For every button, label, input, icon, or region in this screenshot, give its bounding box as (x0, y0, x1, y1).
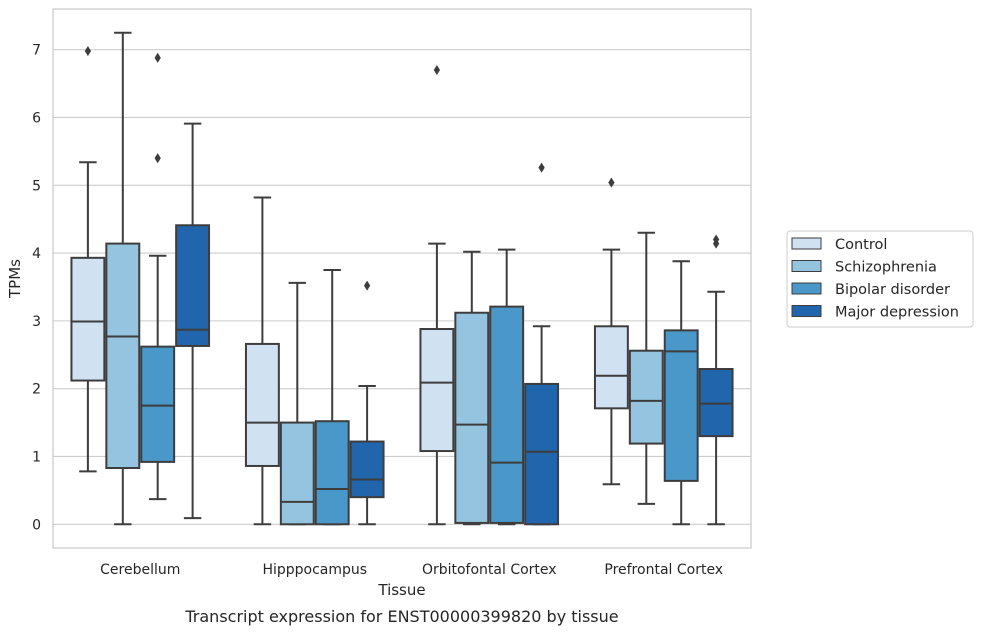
box-body (628, 349, 664, 445)
box-control-cerebellum (70, 45, 106, 473)
box-control-hipppocampus (244, 196, 280, 526)
x-tick-label: Cerebellum (100, 562, 180, 578)
box-body (105, 242, 141, 469)
y-tick-label: 3 (32, 314, 41, 330)
box-bipolar-disorder-cerebellum (140, 52, 176, 501)
box-schizophrenia-hipppocampus (279, 281, 315, 526)
outlier-point (363, 280, 371, 291)
box-control-prefrontal-cortex (593, 177, 629, 486)
legend-label: Bipolar disorder (835, 282, 950, 298)
outlier-point (433, 64, 441, 76)
box-body (244, 342, 280, 467)
boxes (70, 31, 734, 526)
box-major-depression-prefrontal-cortex (698, 234, 734, 526)
legend-swatch (791, 282, 822, 295)
outlier-point (538, 162, 545, 173)
x-axis-title: Tissue (377, 581, 425, 599)
box-body (175, 224, 211, 347)
box-body (140, 345, 176, 463)
box-major-depression-orbitofontal-cortex (524, 162, 560, 526)
box-body (419, 328, 455, 453)
box-bipolar-disorder-orbitofontal-cortex (489, 248, 525, 526)
box-body (314, 420, 350, 526)
box-schizophrenia-orbitofontal-cortex (454, 250, 490, 526)
legend: Control Schizophrenia Bipolar disorder Majo… (786, 230, 974, 328)
box-control-orbitofontal-cortex (419, 64, 455, 526)
legend-label: Schizophrenia (835, 260, 937, 276)
x-tick-label: Hipppocampus (262, 562, 367, 578)
outlier-point (84, 45, 92, 57)
box-body (279, 421, 315, 526)
outlier-point (608, 177, 615, 188)
y-tick-label: 7 (32, 43, 41, 59)
legend-label: Control (835, 237, 887, 253)
plot-frame (52, 8, 752, 549)
legend-swatch (791, 305, 822, 317)
box-body (454, 311, 490, 524)
outlier-point (154, 52, 161, 63)
box-major-depression-cerebellum (175, 122, 211, 520)
y-tick-labels: 0 1 2 3 4 5 6 7 (32, 43, 41, 534)
box-bipolar-disorder-hipppocampus (314, 269, 350, 526)
legend-frame (786, 230, 974, 328)
box-body (349, 440, 385, 499)
y-tick-label: 0 (32, 517, 41, 533)
y-tick-label: 4 (32, 246, 41, 262)
box-body (698, 368, 734, 438)
box-schizophrenia-cerebellum (105, 31, 141, 526)
y-tick-label: 5 (32, 178, 41, 194)
box-body (489, 305, 525, 524)
box-body (524, 382, 560, 526)
box-body (593, 325, 629, 410)
x-tick-labels: Cerebellum Hipppocampus Orbitofontal Corte… (100, 562, 723, 578)
y-tick-label: 1 (32, 449, 41, 465)
legend-swatch (791, 260, 822, 272)
chart-caption: Transcript expression for ENST0000039982… (184, 607, 618, 626)
box-bipolar-disorder-prefrontal-cortex (663, 260, 699, 526)
y-tick-label: 2 (32, 382, 41, 398)
box-major-depression-hipppocampus (349, 280, 385, 526)
outlier-point (712, 234, 720, 245)
legend-swatch (791, 237, 822, 250)
x-tick-label: Prefrontal Cortex (604, 562, 723, 578)
box-body (663, 329, 699, 482)
y-tick-label: 6 (32, 110, 41, 126)
outlier-point (154, 153, 161, 164)
y-axis-title: TPMs (6, 259, 24, 299)
box-schizophrenia-prefrontal-cortex (628, 231, 664, 505)
box-body (70, 256, 106, 382)
legend-label: Major depression (835, 305, 959, 321)
x-tick-label: Orbitofontal Cortex (422, 562, 557, 578)
